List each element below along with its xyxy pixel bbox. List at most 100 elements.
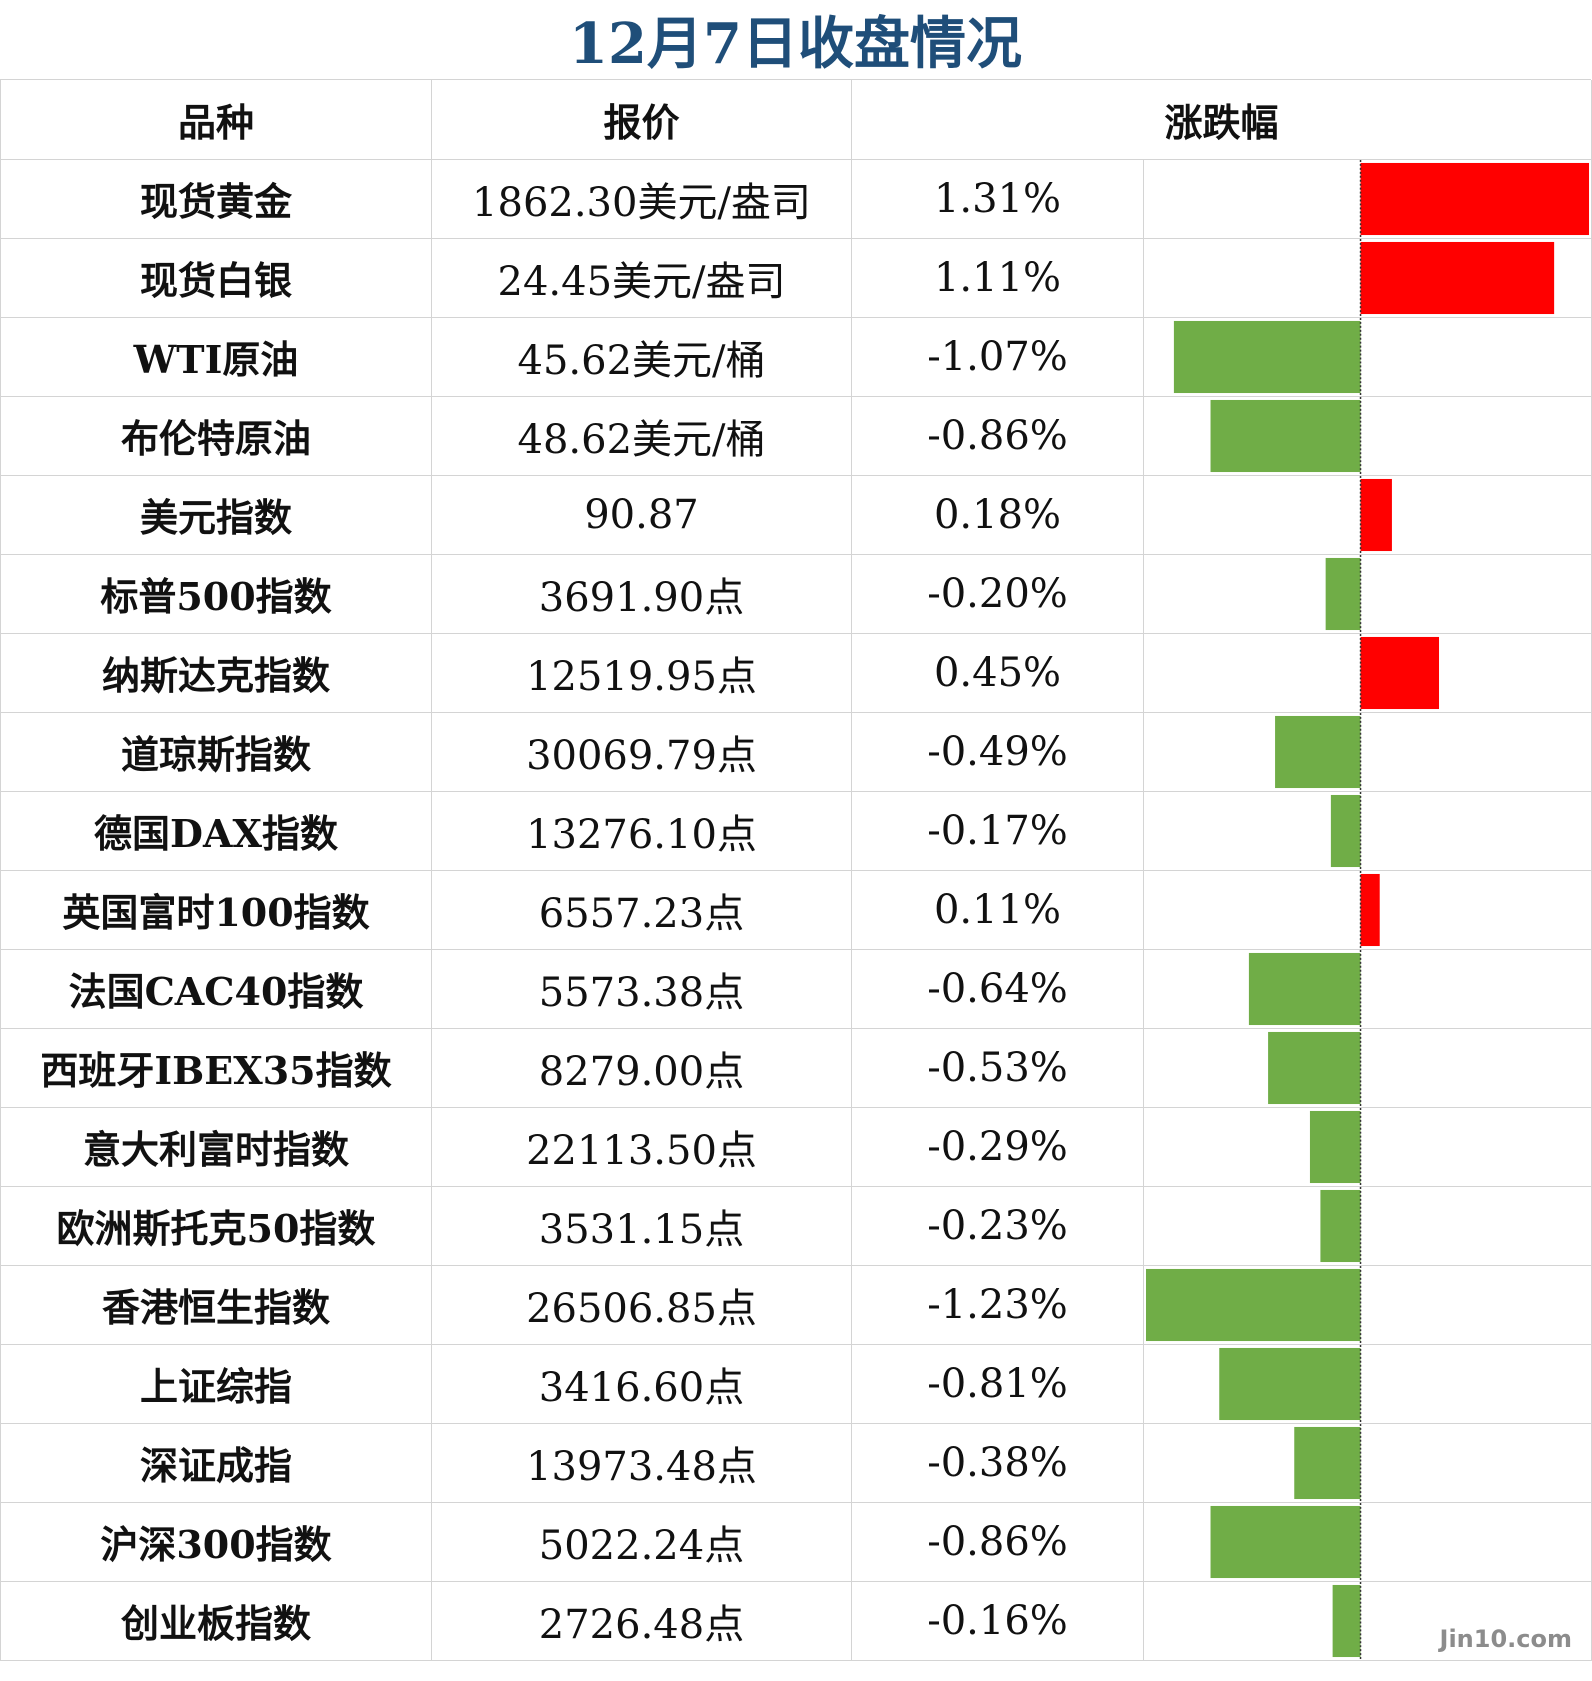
change-bar-svg: [1268, 1028, 1362, 1107]
table-row: 深证成指 13973.48点 -0.38%: [0, 1423, 1592, 1503]
bar-negative: [1248, 952, 1361, 1025]
change-bar-cell: [1143, 396, 1592, 476]
instrument-price: 22113.50点: [431, 1107, 852, 1187]
instrument-price: 24.45美元/盎司: [431, 238, 852, 318]
change-bar-cell: [1143, 870, 1592, 950]
bar-positive: [1360, 241, 1555, 314]
change-bar-cell: [1143, 1423, 1592, 1503]
instrument-name: 德国DAX指数: [0, 791, 432, 871]
instrument-change-pct: -0.81%: [851, 1344, 1144, 1424]
instrument-change-pct: 0.11%: [851, 870, 1144, 950]
bar-negative: [1294, 1426, 1361, 1499]
instrument-change-pct: -0.16%: [851, 1581, 1144, 1661]
change-bar-cell: [1143, 238, 1592, 318]
instrument-change-pct: -0.17%: [851, 791, 1144, 871]
change-bar-svg: [1248, 949, 1362, 1028]
instrument-price: 30069.79点: [431, 712, 852, 792]
bar-positive: [1360, 873, 1380, 946]
watermark: Jin10.com: [1439, 1625, 1572, 1653]
instrument-price: 8279.00点: [431, 1028, 852, 1108]
change-bar-cell: [1143, 712, 1592, 792]
header-name: 品种: [0, 80, 432, 160]
instrument-name: 英国富时100指数: [0, 870, 432, 950]
change-bar-cell: [1143, 633, 1592, 713]
instrument-name: 创业板指数: [0, 1581, 432, 1661]
instrument-name: 西班牙IBEX35指数: [0, 1028, 432, 1108]
chart-title: 12月7日收盘情况: [0, 0, 1591, 80]
instrument-price: 1862.30美元/盎司: [431, 159, 852, 239]
bar-negative: [1210, 399, 1361, 472]
instrument-change-pct: -0.23%: [851, 1186, 1144, 1266]
table-row: 德国DAX指数 13276.10点 -0.17%: [0, 791, 1592, 871]
change-bar-cell: [1143, 159, 1592, 239]
change-bar-cell: [1143, 1028, 1592, 1108]
change-bar-cell: [1143, 949, 1592, 1029]
instrument-price: 6557.23点: [431, 870, 852, 950]
change-bar-cell: [1143, 1265, 1592, 1345]
instrument-name: 标普500指数: [0, 554, 432, 634]
instrument-price: 13276.10点: [431, 791, 852, 871]
table-row: 布伦特原油 48.62美元/桶 -0.86%: [0, 396, 1592, 476]
instrument-price: 90.87: [431, 475, 852, 555]
change-bar-cell: [1143, 1107, 1592, 1187]
table-row: 上证综指 3416.60点 -0.81%: [0, 1344, 1592, 1424]
bar-negative: [1275, 715, 1361, 788]
change-bar-svg: [1219, 1344, 1362, 1423]
change-bar-svg: [1320, 1186, 1362, 1265]
table-row: 道琼斯指数 30069.79点 -0.49%: [0, 712, 1592, 792]
instrument-price: 12519.95点: [431, 633, 852, 713]
table-row: 西班牙IBEX35指数 8279.00点 -0.53%: [0, 1028, 1592, 1108]
instrument-change-pct: -0.86%: [851, 396, 1144, 476]
change-bar-svg: [1210, 1502, 1362, 1581]
instrument-name: WTI原油: [0, 317, 432, 397]
table-row: 标普500指数 3691.90点 -0.20%: [0, 554, 1592, 634]
instrument-name: 布伦特原油: [0, 396, 432, 476]
instrument-change-pct: -1.07%: [851, 317, 1144, 397]
table-row: WTI原油 45.62美元/桶 -1.07%: [0, 317, 1592, 397]
bar-positive: [1360, 478, 1392, 551]
change-bar-svg: [1330, 791, 1362, 870]
instrument-change-pct: -0.49%: [851, 712, 1144, 792]
instrument-name: 现货黄金: [0, 159, 432, 239]
change-bar-svg: [1275, 712, 1362, 791]
instrument-change-pct: -0.38%: [851, 1423, 1144, 1503]
instrument-change-pct: 0.18%: [851, 475, 1144, 555]
instrument-change-pct: -0.86%: [851, 1502, 1144, 1582]
table-row: 香港恒生指数 26506.85点 -1.23%: [0, 1265, 1592, 1345]
instrument-name: 沪深300指数: [0, 1502, 432, 1582]
instrument-price: 3416.60点: [431, 1344, 852, 1424]
table-row: 法国CAC40指数 5573.38点 -0.64%: [0, 949, 1592, 1029]
bar-negative: [1320, 1189, 1361, 1262]
instrument-change-pct: 1.11%: [851, 238, 1144, 318]
change-bar-cell: [1143, 475, 1592, 555]
instrument-name: 纳斯达克指数: [0, 633, 432, 713]
bar-negative: [1268, 1031, 1361, 1104]
quotes-table: 品种 报价 涨跌幅 现货黄金 1862.30美元/盎司 1.31% 现货白银 24.45…: [0, 80, 1592, 1661]
table-row: 现货黄金 1862.30美元/盎司 1.31%: [0, 159, 1592, 239]
change-bar-svg: [1332, 1581, 1362, 1660]
instrument-price: 5573.38点: [431, 949, 852, 1029]
instrument-price: 2726.48点: [431, 1581, 852, 1661]
bar-negative: [1173, 320, 1361, 393]
instrument-price: 3691.90点: [431, 554, 852, 634]
bar-negative: [1145, 1268, 1361, 1341]
change-bar-svg: [1359, 159, 1590, 238]
change-bar-svg: [1210, 396, 1362, 475]
bar-negative: [1332, 1584, 1361, 1657]
table-row: 欧洲斯托克50指数 3531.15点 -0.23%: [0, 1186, 1592, 1266]
instrument-name: 深证成指: [0, 1423, 432, 1503]
instrument-change-pct: -0.20%: [851, 554, 1144, 634]
change-bar-svg: [1309, 1107, 1362, 1186]
header-price: 报价: [431, 80, 852, 160]
change-bar-cell: [1143, 1186, 1592, 1266]
quotes-body: 现货黄金 1862.30美元/盎司 1.31% 现货白银 24.45美元/盎司 1.11%…: [0, 159, 1592, 1661]
header-row: 品种 报价 涨跌幅: [0, 80, 1592, 160]
instrument-price: 13973.48点: [431, 1423, 852, 1503]
change-bar-svg: [1173, 317, 1362, 396]
bar-negative: [1325, 557, 1361, 630]
table-row: 创业板指数 2726.48点 -0.16%: [0, 1581, 1592, 1661]
instrument-price: 26506.85点: [431, 1265, 852, 1345]
header-change: 涨跌幅: [851, 80, 1592, 160]
instrument-price: 3531.15点: [431, 1186, 852, 1266]
